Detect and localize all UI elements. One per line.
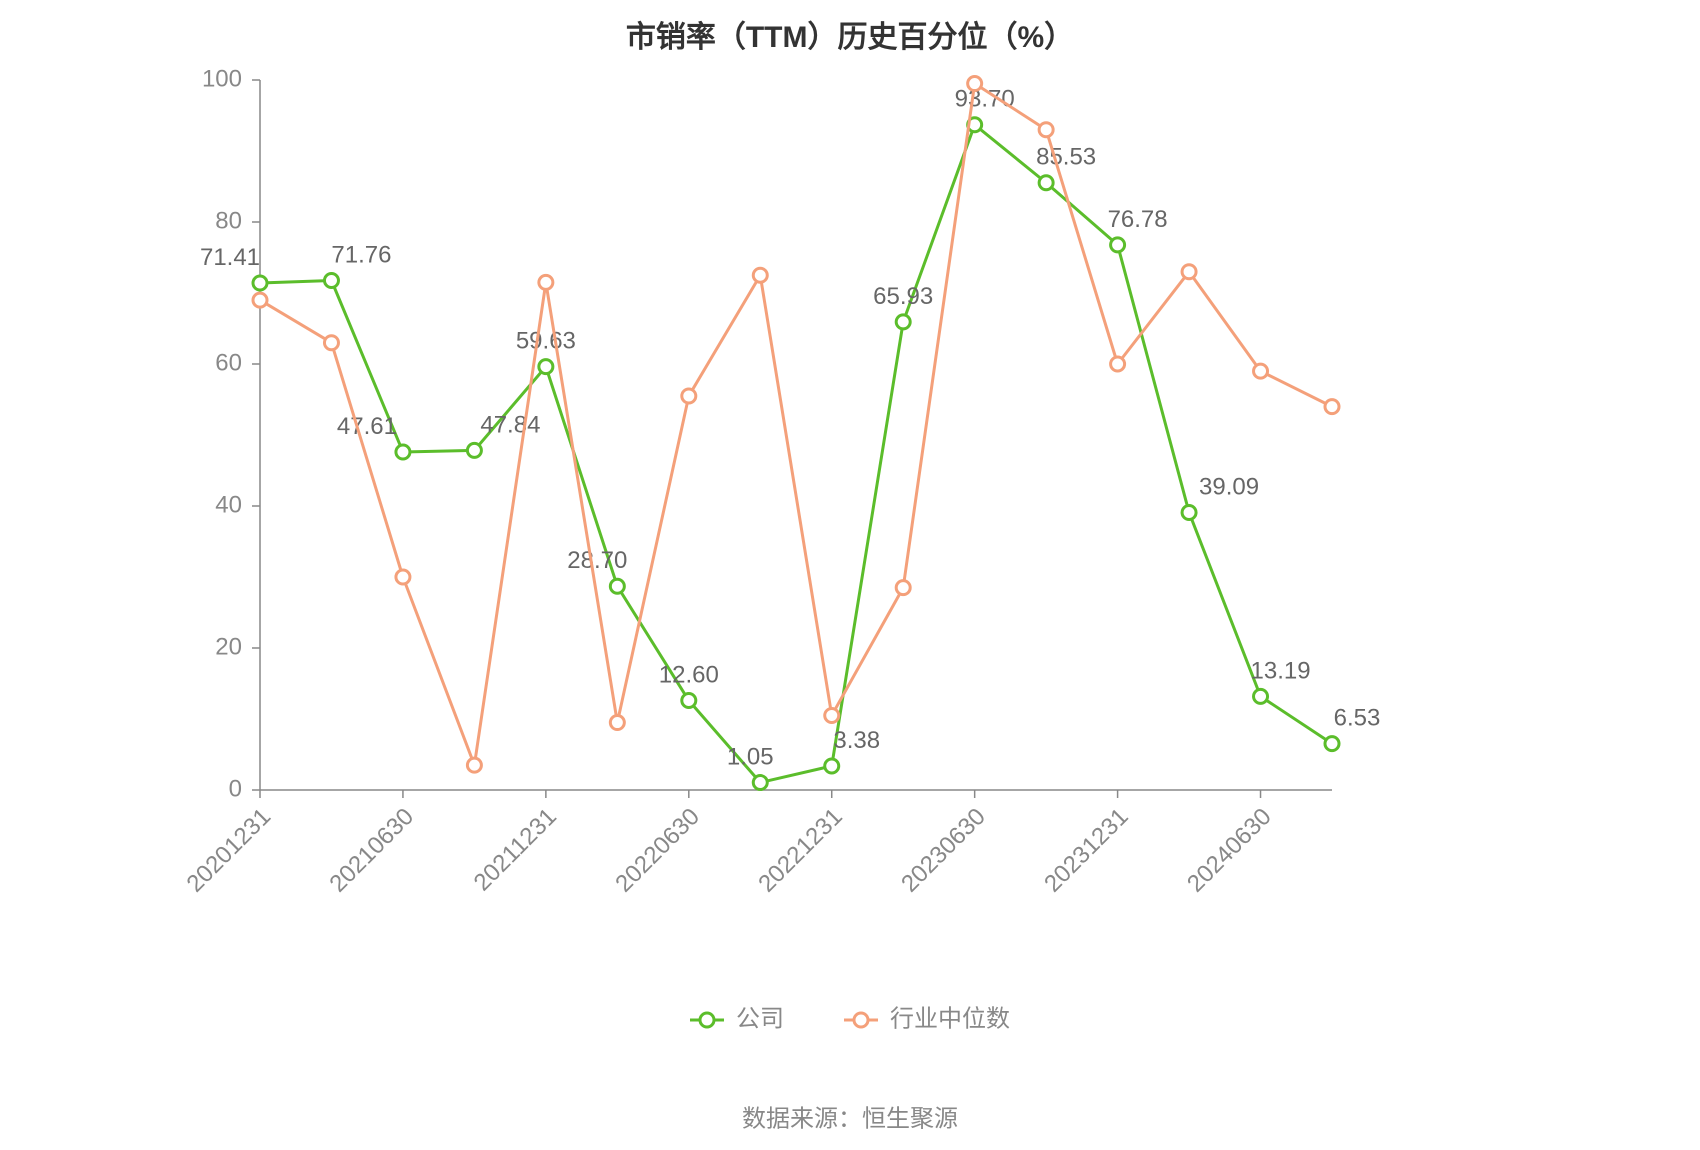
y-axis-label: 40 [215, 491, 242, 518]
series-marker-industry [896, 581, 910, 595]
series-marker-industry [396, 570, 410, 584]
series-marker-industry [610, 716, 624, 730]
series-marker-industry [1182, 265, 1196, 279]
series-marker-industry [253, 293, 267, 307]
series-marker-company [467, 443, 481, 457]
series-marker-company [396, 445, 410, 459]
series-value-label-company: 1.05 [727, 744, 774, 771]
y-axis-label: 60 [215, 349, 242, 376]
series-marker-industry [1039, 123, 1053, 137]
series-marker-industry [324, 336, 338, 350]
series-marker-industry [682, 389, 696, 403]
series-value-label-company: 65.93 [873, 283, 933, 310]
legend-label: 行业中位数 [890, 1005, 1010, 1032]
legend-marker-icon [700, 1013, 714, 1027]
x-axis-label: 20240630 [1182, 803, 1277, 898]
series-marker-company [1039, 176, 1053, 190]
series-marker-company [1325, 737, 1339, 751]
series-line-industry [260, 84, 1332, 766]
series-value-label-company: 3.38 [833, 727, 880, 754]
series-line-company [260, 125, 1332, 783]
x-axis-label: 20210630 [324, 803, 419, 898]
series-value-label-company: 12.60 [659, 662, 719, 689]
series-marker-industry [1325, 400, 1339, 414]
series-value-label-company: 39.09 [1199, 473, 1259, 500]
series-marker-company [825, 759, 839, 773]
series-marker-industry [825, 708, 839, 722]
series-value-label-company: 28.70 [567, 547, 627, 574]
series-value-label-company: 6.53 [1334, 705, 1381, 732]
x-axis-label: 20230630 [896, 803, 991, 898]
series-marker-industry [1254, 364, 1268, 378]
series-marker-industry [467, 758, 481, 772]
series-value-label-company: 76.78 [1108, 206, 1168, 233]
series-marker-industry [753, 268, 767, 282]
y-axis-label: 80 [215, 207, 242, 234]
series-value-label-company: 71.76 [331, 242, 391, 269]
series-marker-company [610, 579, 624, 593]
chart-root: 市销率（TTM）历史百分位（%） 02040608010020201231202… [0, 0, 1700, 1150]
legend-marker-icon [854, 1013, 868, 1027]
series-marker-company [753, 776, 767, 790]
y-axis-label: 100 [202, 65, 242, 92]
series-value-label-company: 13.19 [1251, 657, 1311, 684]
series-value-label-company: 47.84 [480, 411, 540, 438]
series-marker-industry [968, 77, 982, 91]
x-axis-label: 20231231 [1039, 803, 1134, 898]
series-marker-company [1182, 505, 1196, 519]
series-value-label-company: 85.53 [1036, 144, 1096, 171]
series-marker-company [1111, 238, 1125, 252]
x-axis-label: 20201231 [182, 803, 277, 898]
series-marker-company [1254, 689, 1268, 703]
legend-label: 公司 [736, 1005, 784, 1032]
series-marker-company [682, 694, 696, 708]
series-marker-company [896, 315, 910, 329]
series-value-label-company: 59.63 [516, 328, 576, 355]
series-marker-company [324, 274, 338, 288]
y-axis-label: 20 [215, 633, 242, 660]
x-axis-label: 20211231 [469, 803, 562, 896]
data-source-footer: 数据来源：恒生聚源 [742, 1105, 958, 1132]
series-value-label-company: 71.41 [200, 244, 260, 271]
series-marker-industry [539, 275, 553, 289]
series-marker-company [539, 360, 553, 374]
line-chart: 0 20 40 60 80 100 20201231 20210630 20211231 2022… [0, 0, 1700, 1150]
series-marker-industry [1111, 357, 1125, 371]
x-axis-label: 20220630 [610, 803, 705, 898]
y-axis-label: 0 [229, 775, 242, 802]
series-marker-company [253, 276, 267, 290]
x-axis-label: 20221231 [753, 803, 848, 898]
series-value-label-company: 47.61 [337, 413, 397, 440]
